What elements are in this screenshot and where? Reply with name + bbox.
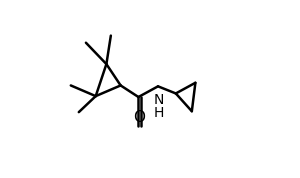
Text: O: O <box>133 110 145 125</box>
Text: N
H: N H <box>153 93 164 120</box>
